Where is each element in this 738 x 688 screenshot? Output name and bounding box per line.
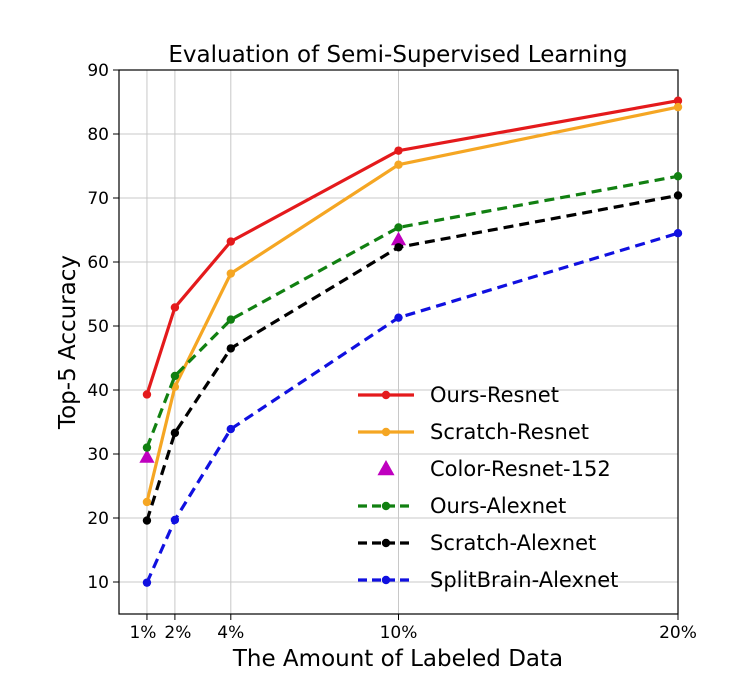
- legend-label: Scratch-Resnet: [430, 420, 589, 444]
- y-axis: 10 20 30 40 50 60 70 80 90: [87, 61, 119, 593]
- y-axis-label: Top-5 Accuracy: [55, 255, 81, 430]
- series-ours-alexnet: [142, 172, 683, 452]
- legend-marker: [381, 575, 391, 585]
- data-point: [394, 223, 403, 232]
- x-tick-label: 1%: [129, 623, 156, 643]
- legend-label: SplitBrain-Alexnet: [430, 568, 618, 592]
- y-tick-label: 10: [87, 573, 109, 593]
- legend-marker: [381, 390, 391, 400]
- legend-item-scratch-resnet: Scratch-Resnet: [358, 420, 589, 444]
- series-splitbrain-alexnet: [142, 229, 683, 587]
- data-point: [170, 515, 180, 525]
- data-point: [673, 102, 683, 112]
- data-point: [226, 424, 235, 434]
- data-point: [170, 303, 180, 312]
- y-tick-label: 60: [87, 253, 109, 273]
- x-axis-label: The Amount of Labeled Data: [232, 646, 563, 672]
- y-tick-label: 20: [87, 509, 109, 529]
- legend-item-ours-alexnet: Ours-Alexnet: [358, 494, 566, 518]
- data-point: [142, 443, 152, 452]
- legend-label: Ours-Alexnet: [430, 494, 566, 518]
- series-line: [145, 174, 679, 449]
- x-tick-label: 10%: [380, 623, 418, 643]
- series-line: [145, 99, 679, 395]
- legend-item-scratch-alexnet: Scratch-Alexnet: [358, 531, 596, 555]
- data-point: [673, 172, 683, 181]
- y-tick-label: 80: [87, 125, 109, 145]
- legend-item-color-resnet-152: Color-Resnet-152: [377, 457, 611, 481]
- legend-item-ours-resnet: Ours-Resnet: [358, 383, 559, 407]
- x-tick-label: 4%: [217, 623, 244, 643]
- series-scratch-alexnet: [142, 191, 683, 525]
- data-point: [170, 371, 180, 381]
- series-scratch-resnet: [142, 102, 683, 507]
- series-line: [145, 105, 679, 503]
- legend-marker: [381, 501, 391, 511]
- legend: Ours-Resnet Scratch-Resnet Color-Resnet-15…: [358, 383, 618, 592]
- data-point: [394, 313, 403, 322]
- chart-title: Evaluation of Semi-Supervised Learning: [168, 42, 627, 68]
- series-ours-resnet: [142, 96, 683, 399]
- y-tick-label: 50: [87, 317, 109, 337]
- y-tick-label: 90: [87, 61, 109, 81]
- data-point: [673, 191, 683, 200]
- legend-label: Scratch-Alexnet: [430, 531, 596, 555]
- data-point: [226, 237, 235, 246]
- data-point: [394, 243, 403, 252]
- legend-label: Ours-Resnet: [430, 383, 559, 407]
- legend-marker: [377, 460, 395, 476]
- data-point: [139, 449, 155, 463]
- x-tick-label: 2%: [164, 623, 191, 643]
- y-tick-label: 40: [87, 381, 109, 401]
- data-point: [673, 229, 683, 238]
- data-point: [142, 390, 152, 399]
- data-point: [226, 269, 235, 278]
- y-tick-label: 30: [87, 445, 109, 465]
- y-tick-label: 70: [87, 189, 109, 209]
- data-point: [226, 344, 235, 353]
- data-point: [394, 146, 403, 155]
- data-point: [170, 428, 180, 438]
- series-color-resnet-152: [139, 231, 407, 463]
- data-point: [142, 578, 152, 587]
- data-point: [142, 516, 152, 525]
- legend-marker: [381, 427, 391, 437]
- x-tick-label: 20%: [659, 623, 697, 643]
- data-point: [394, 160, 403, 169]
- data-point: [390, 231, 407, 246]
- legend-item-splitbrain-alexnet: SplitBrain-Alexnet: [358, 568, 618, 592]
- data-point: [142, 497, 152, 507]
- legend-label: Color-Resnet-152: [430, 457, 611, 481]
- series-layer: [139, 96, 683, 587]
- data-point: [226, 315, 235, 324]
- series-line: [145, 231, 679, 584]
- x-axis: 1% 2% 4% 10% 20%: [129, 614, 697, 643]
- data-point: [673, 96, 683, 105]
- legend-marker: [381, 538, 391, 548]
